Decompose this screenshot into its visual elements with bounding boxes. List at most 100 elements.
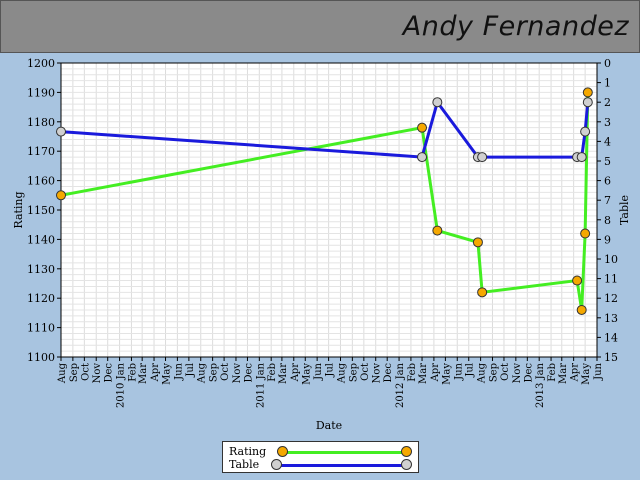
x-tick-label: Aug — [336, 362, 347, 384]
table-point — [432, 97, 443, 108]
plot-frame — [60, 62, 598, 358]
x-tick-label: Dec — [104, 363, 115, 383]
legend-marker-table — [271, 459, 282, 470]
y2-tick-label: 15 — [604, 351, 618, 364]
chart-legend: Rating Table — [222, 441, 419, 473]
x-tick-label: Jul — [185, 363, 196, 378]
y-tick-label: 1200 — [27, 57, 55, 70]
x-tick-label: Jun — [173, 362, 184, 380]
rating-point — [582, 87, 593, 98]
x-tick-label: Sep — [69, 363, 80, 382]
x-tick-label: Apr — [430, 363, 441, 383]
x-tick-label: Mar — [278, 363, 289, 384]
rating-point — [572, 275, 583, 286]
legend-item-table: Table — [229, 458, 414, 471]
x-tick-label: Nov — [512, 363, 523, 384]
y-tick-label: 1110 — [27, 322, 55, 335]
rating-point — [477, 287, 488, 298]
y-axis-title: Rating — [12, 191, 25, 228]
y-tick-label: 1120 — [27, 292, 55, 305]
y2-tick-label: 4 — [604, 135, 611, 148]
rating-point — [432, 225, 443, 236]
x-tick-label: Feb — [407, 363, 418, 382]
y2-tick-label: 9 — [604, 233, 611, 246]
y-tick-label: 1150 — [27, 204, 55, 217]
table-point — [576, 152, 587, 163]
x-tick-label: 2012 Jan — [395, 362, 406, 408]
x-tick-label: Apr — [290, 363, 301, 383]
legend-line-table — [281, 464, 405, 467]
x-tick-label: Apr — [150, 363, 161, 383]
x-tick-label: Sep — [488, 363, 499, 382]
x-tick-label: Oct — [80, 363, 91, 381]
x-tick-label: 2013 Jan — [535, 362, 546, 408]
player-name: Andy Fernandez — [402, 11, 629, 42]
header-bar: Andy Fernandez — [0, 0, 640, 53]
y2-tick-label: 2 — [604, 96, 611, 109]
y2-tick-label: 6 — [604, 175, 611, 188]
y-tick-label: 1130 — [27, 263, 55, 276]
x-tick-label: May — [162, 363, 173, 385]
x-tick-label: Oct — [220, 363, 231, 381]
rating-point — [580, 228, 591, 239]
y-tick-label: 1100 — [27, 351, 55, 364]
x-tick-label: Dec — [523, 363, 534, 383]
legend-label-table: Table — [229, 458, 260, 471]
legend-label-rating: Rating — [229, 445, 267, 458]
table-point — [56, 126, 66, 137]
y-tick-label: 1160 — [27, 175, 55, 188]
y-tick-label: 1190 — [27, 86, 55, 99]
x-tick-label: Jun — [453, 362, 464, 380]
x-tick-label: Aug — [197, 362, 208, 384]
x-tick-label: Jul — [325, 363, 336, 378]
y2-tick-label: 3 — [604, 116, 611, 129]
y2-tick-label: 7 — [604, 194, 611, 207]
x-tick-label: May — [581, 363, 592, 385]
y2-tick-label: 1 — [604, 77, 611, 90]
x-tick-label: Jun — [593, 362, 604, 380]
legend-item-rating: Rating — [229, 445, 414, 458]
y2-tick-label: 5 — [604, 155, 611, 168]
x-tick-label: Jun — [313, 362, 324, 380]
legend-marker-table — [401, 459, 412, 470]
y2-tick-label: 13 — [604, 312, 618, 325]
y-tick-label: 1180 — [27, 116, 55, 129]
rating-point — [472, 237, 483, 248]
legend-marker-rating — [277, 446, 288, 457]
rating-point — [56, 190, 66, 201]
y2-tick-label: 12 — [604, 292, 618, 305]
y2-tick-label: 10 — [604, 253, 618, 266]
x-tick-label: Nov — [92, 363, 103, 384]
y2-axis-title: Table — [618, 195, 631, 225]
x-tick-label: Oct — [360, 363, 371, 381]
legend-line-rating — [281, 451, 405, 454]
y2-tick-label: 14 — [604, 331, 618, 344]
y2-tick-label: 11 — [604, 273, 618, 286]
x-tick-label: Mar — [418, 363, 429, 384]
y-tick-label: 1140 — [27, 233, 55, 246]
table-point — [582, 97, 593, 108]
y2-tick-label: 8 — [604, 214, 611, 227]
x-tick-label: Jul — [465, 363, 476, 378]
x-tick-label: Mar — [558, 363, 569, 384]
table-point — [580, 126, 591, 137]
x-tick-label: Nov — [232, 363, 243, 384]
x-tick-label: Sep — [209, 363, 220, 382]
x-tick-label: May — [441, 363, 452, 385]
x-tick-label: 2010 Jan — [116, 362, 127, 408]
x-tick-label: Nov — [372, 363, 383, 384]
legend-marker-rating — [401, 446, 412, 457]
x-tick-label: Mar — [138, 363, 149, 384]
x-tick-label: Feb — [127, 363, 138, 382]
x-tick-label: Oct — [500, 363, 511, 381]
x-tick-label: Apr — [570, 363, 581, 383]
x-tick-label: 2011 Jan — [255, 362, 266, 408]
x-tick-label: May — [301, 363, 312, 385]
x-tick-label: Dec — [383, 363, 394, 383]
y-tick-label: 1170 — [27, 145, 55, 158]
x-tick-label: Aug — [477, 362, 488, 384]
rating-table-chart: Aug Sep Oct Nov Dec 2010 Jan Feb Mar Apr May Jun Ju… — [12, 57, 631, 432]
rating-point — [576, 304, 587, 315]
x-tick-label: Dec — [243, 363, 254, 383]
x-axis-title: Date — [316, 419, 342, 432]
